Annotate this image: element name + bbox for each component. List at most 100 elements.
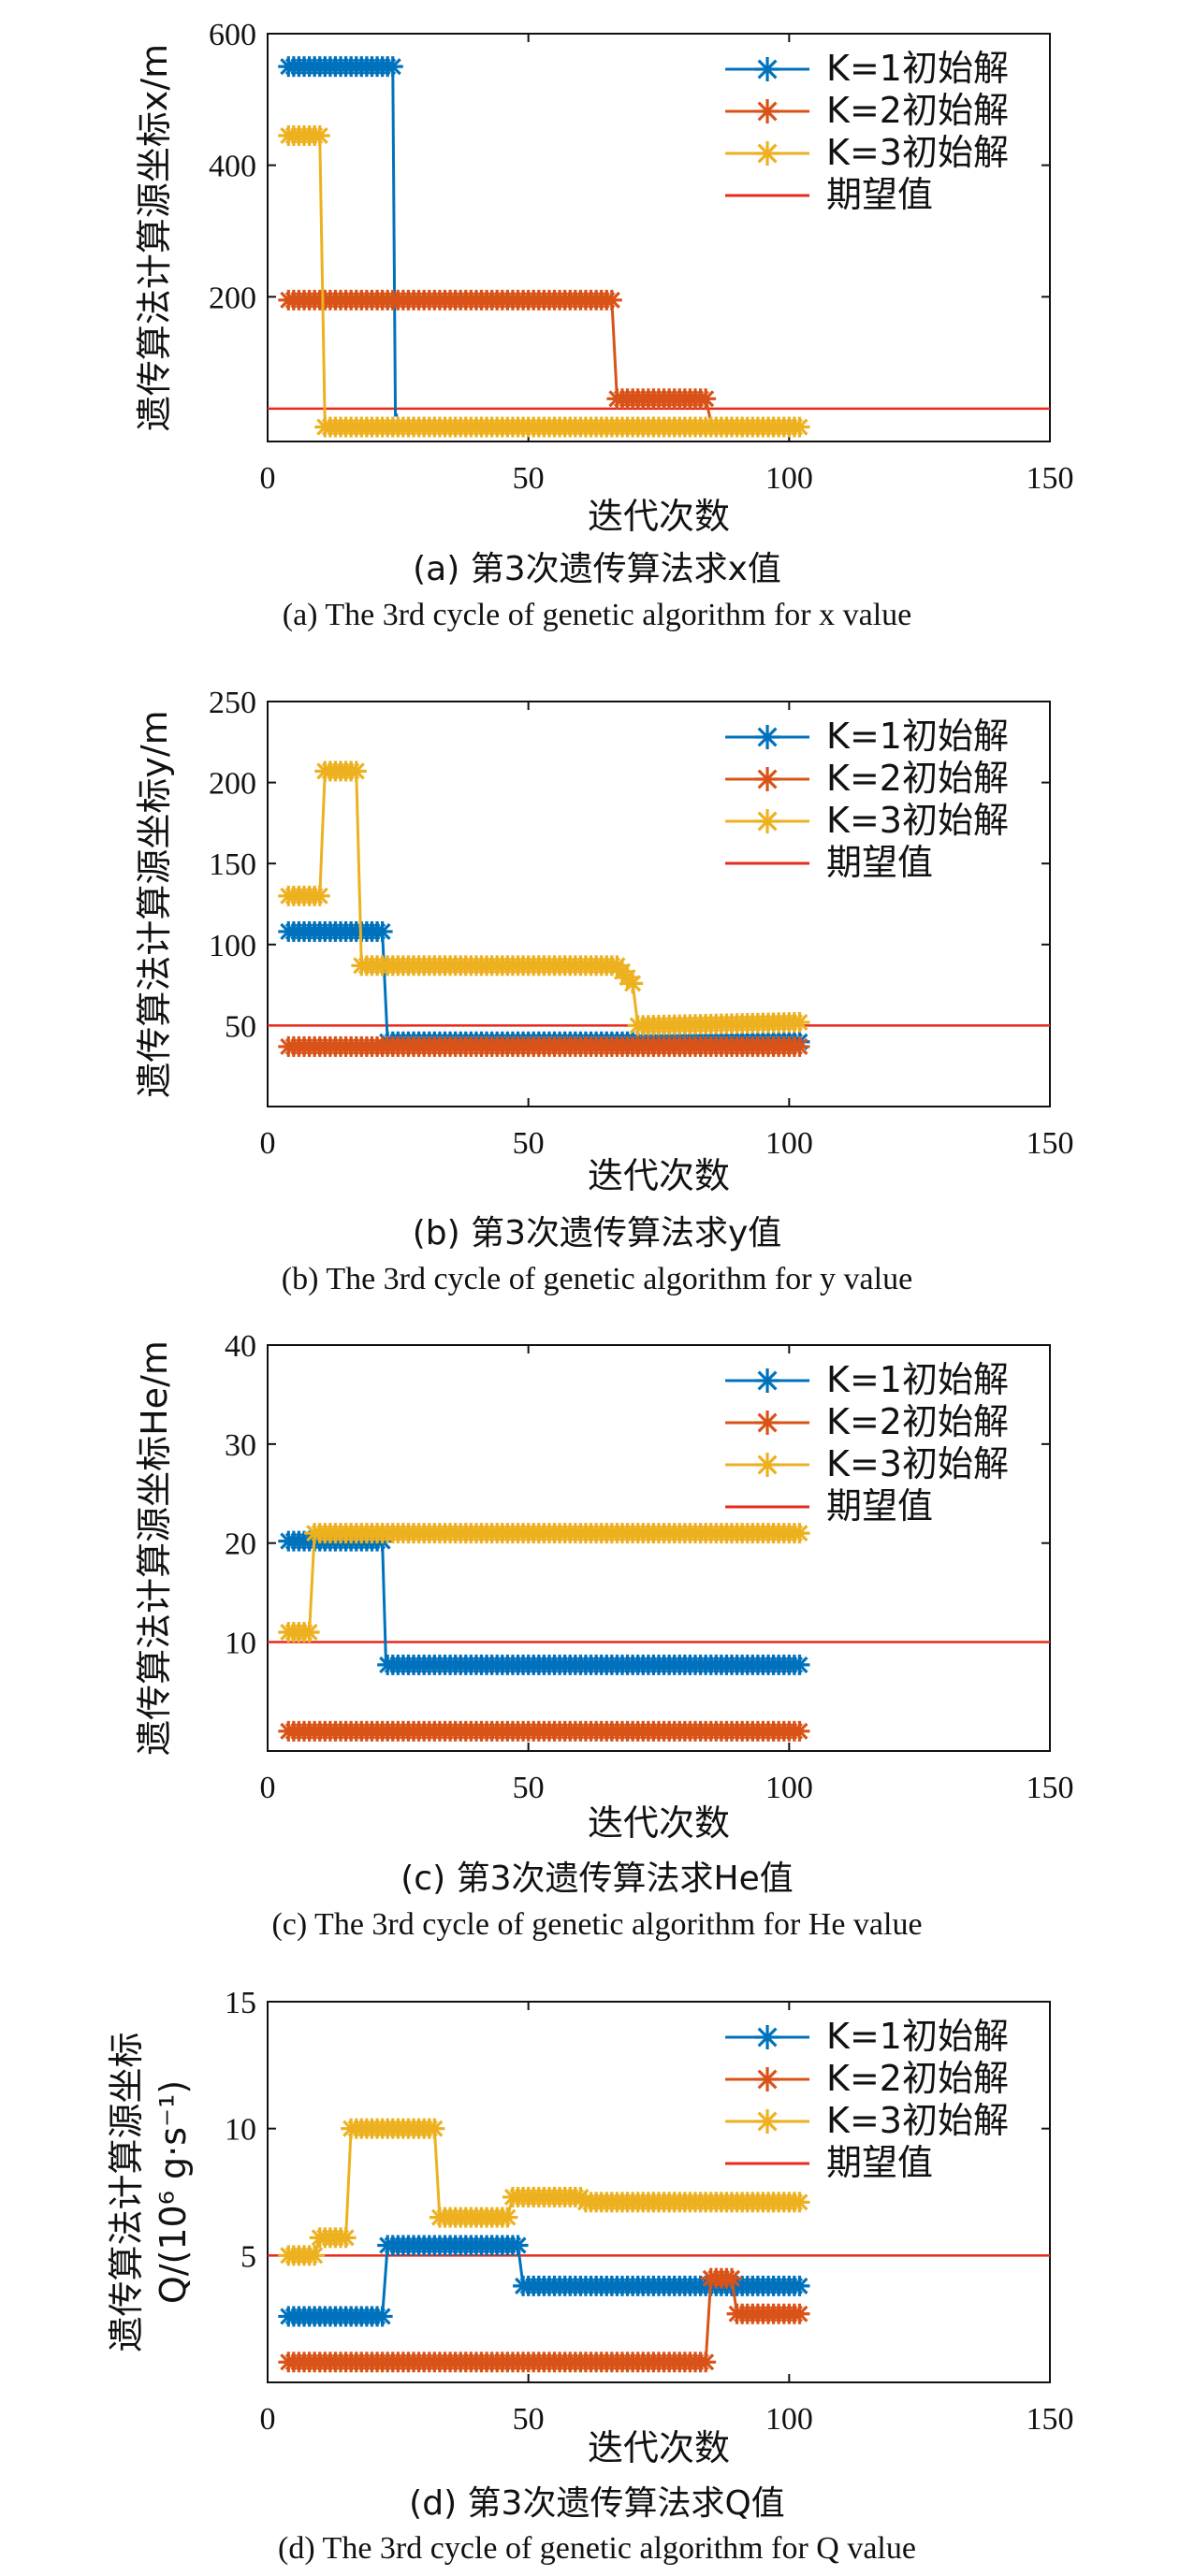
series-marker-k1 (371, 920, 393, 942)
series-k2 (278, 289, 717, 423)
y-tick-label: 50 (225, 1009, 256, 1044)
y-tick-label: 10 (225, 1627, 256, 1661)
x-tick-label: 150 (1027, 461, 1074, 496)
series-marker-k1 (789, 1654, 810, 1675)
series-k1 (278, 920, 810, 1052)
y-tick-label: 200 (209, 281, 256, 315)
legend-marker (755, 2109, 780, 2134)
plot-frame (267, 2001, 1051, 2383)
legend-marker (755, 99, 780, 123)
series-marker-k3 (309, 125, 330, 146)
series-marker-k2 (721, 2267, 743, 2289)
y-tick-label: 250 (209, 686, 256, 720)
series-marker-k1 (789, 2275, 810, 2296)
series-marker-k3 (789, 1011, 810, 1033)
legend-label: K=2初始解 (826, 758, 1009, 799)
y-tick-label: 5 (240, 2239, 256, 2274)
series-k1 (278, 56, 403, 417)
x-tick-label: 100 (765, 2402, 813, 2437)
series-marker-k3 (345, 760, 367, 782)
series-line-k1 (288, 1540, 800, 1667)
series-marker-k1 (507, 2235, 529, 2256)
series-k3 (278, 1523, 810, 1643)
legend-label: 期望值 (826, 842, 933, 883)
series-marker-k3 (309, 885, 330, 906)
legend-label: K=3初始解 (826, 1443, 1009, 1484)
y-tick-label: 10 (225, 2113, 256, 2148)
y-tick-label: 200 (209, 767, 256, 802)
legend-marker (755, 2025, 780, 2049)
legend-marker (755, 2067, 780, 2091)
legend-marker (755, 57, 780, 81)
caption-en: (b) The 3rd cycle of genetic algorithm f… (282, 1262, 912, 1296)
series-marker-k2 (789, 1720, 810, 1742)
series-k2 (278, 1035, 810, 1057)
series-k3 (278, 760, 810, 1036)
series-marker-k3 (424, 2118, 445, 2139)
legend-label: K=2初始解 (826, 1401, 1009, 1442)
legend-label: K=1初始解 (826, 2016, 1009, 2057)
series-marker-k3 (622, 973, 644, 994)
series-k2 (278, 1720, 810, 1742)
series-k1 (278, 1530, 810, 1675)
legend-label: K=3初始解 (826, 132, 1009, 173)
x-axis-label: 迭代次数 (588, 1802, 730, 1844)
legend-label: K=3初始解 (826, 800, 1009, 841)
x-tick-label: 0 (260, 2402, 276, 2437)
x-tick-label: 50 (513, 2402, 545, 2437)
y-tick-label: 20 (225, 1527, 256, 1562)
plot-frame (267, 701, 1051, 1107)
legend-marker (755, 725, 780, 749)
legend-marker (755, 1368, 780, 1393)
series-k1 (278, 2235, 810, 2327)
x-tick-label: 150 (1027, 1771, 1074, 1805)
legend-label: K=3初始解 (826, 2100, 1009, 2141)
series-marker-k1 (382, 56, 403, 78)
legend-label: K=1初始解 (826, 1359, 1009, 1400)
series-k3 (278, 125, 810, 438)
x-axis-label: 迭代次数 (588, 496, 730, 537)
caption-en: (c) The 3rd cycle of genetic algorithm f… (271, 1907, 922, 1942)
y-tick-label: 150 (209, 847, 256, 882)
series-marker-k2 (695, 2352, 717, 2373)
series-marker-k2 (789, 2303, 810, 2324)
legend-marker (755, 141, 780, 166)
y-tick-label: 600 (209, 18, 256, 52)
series-k3 (278, 2118, 810, 2266)
legend-marker (755, 767, 780, 791)
y-tick-label: 100 (209, 929, 256, 963)
x-tick-label: 150 (1027, 2402, 1074, 2437)
plot-frame (267, 1344, 1051, 1752)
series-marker-k3 (789, 2192, 810, 2213)
chart-panel-a: 0 50 100 150 200 400 600 K=1初始解K=2初始解K=3初始解期望值迭… (134, 18, 1074, 632)
x-tick-label: 150 (1027, 1126, 1074, 1161)
y-tick-label: 400 (209, 150, 256, 184)
legend-label: K=2初始解 (826, 2058, 1009, 2099)
x-tick-label: 100 (765, 1126, 813, 1161)
series-k2 (278, 2267, 810, 2373)
chart-panel-b: 0 50 100 150 50 100 150 200 250 K=1初始解K=2初始解K=3初始… (134, 686, 1074, 1296)
series-marker-k3 (497, 2207, 518, 2228)
caption-cn: (b) 第3次遗传算法求y值 (413, 1214, 782, 1252)
legend-label: K=1初始解 (826, 48, 1009, 89)
legend-label: 期望值 (826, 2142, 933, 2183)
x-tick-label: 0 (260, 1126, 276, 1161)
series-marker-k3 (789, 1523, 810, 1544)
legend-label: K=2初始解 (826, 90, 1009, 131)
series-marker-k3 (789, 416, 810, 438)
series-marker-k3 (298, 1621, 320, 1643)
caption-cn: (a) 第3次遗传算法求x值 (413, 550, 781, 588)
series-line-k1 (288, 65, 399, 417)
caption-en: (a) The 3rd cycle of genetic algorithm f… (283, 598, 911, 632)
x-axis-label: 迭代次数 (588, 2427, 730, 2468)
y-tick-label: 40 (225, 1329, 256, 1364)
legend-label: K=1初始解 (826, 716, 1009, 757)
y-tick-label: 15 (225, 1986, 256, 2020)
plot-frame (267, 33, 1051, 442)
series-line-k3 (288, 769, 800, 1027)
